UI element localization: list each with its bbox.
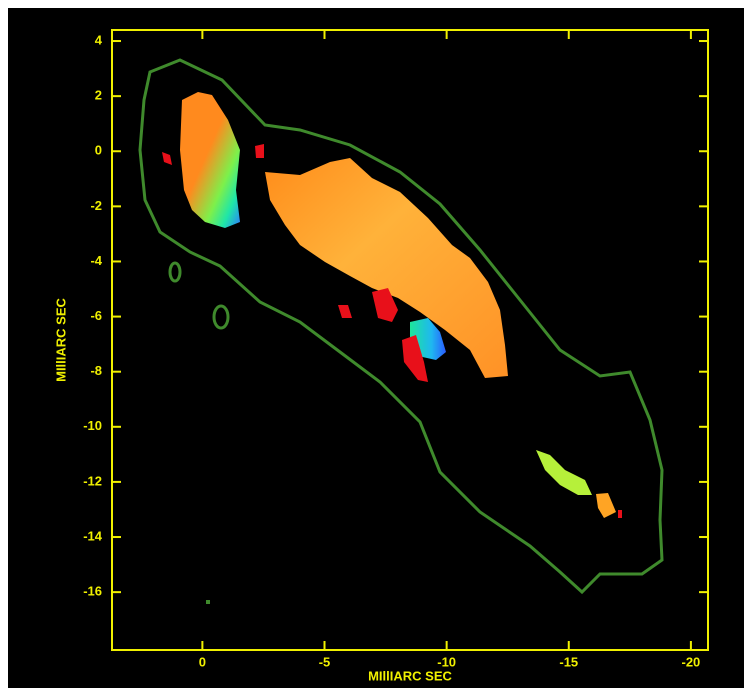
y-tick-label: -14 xyxy=(83,528,103,543)
x-tick-label: -5 xyxy=(319,654,331,669)
background xyxy=(8,8,744,688)
y-tick-label: -10 xyxy=(83,418,102,433)
page: 4 2 0 -2 -4 -6 -8 -10 -12 -14 -16 0 -5 -10 -15 -20 MIllI… xyxy=(0,0,744,688)
x-tick-label: -20 xyxy=(682,654,701,669)
y-tick-label: 2 xyxy=(95,88,102,103)
y-axis-label: MIllIARC SEC xyxy=(53,298,68,382)
y-tick-label: 0 xyxy=(95,143,102,158)
y-tick-label: -8 xyxy=(90,363,102,378)
x-tick-label: -15 xyxy=(559,654,578,669)
chart: 4 2 0 -2 -4 -6 -8 -10 -12 -14 -16 0 -5 -10 -15 -20 MIllI… xyxy=(0,0,744,688)
x-tick-label: -10 xyxy=(437,654,456,669)
y-tick-label: -2 xyxy=(90,198,102,213)
y-tick-label: -16 xyxy=(83,584,102,599)
y-tick-label: -6 xyxy=(90,308,102,323)
x-axis-label: MIllIARC SEC xyxy=(368,668,452,683)
y-tick-label: 4 xyxy=(95,32,103,47)
y-tick-label: -12 xyxy=(83,473,102,488)
x-tick-label: 0 xyxy=(199,654,206,669)
y-tick-label: -4 xyxy=(90,253,102,268)
